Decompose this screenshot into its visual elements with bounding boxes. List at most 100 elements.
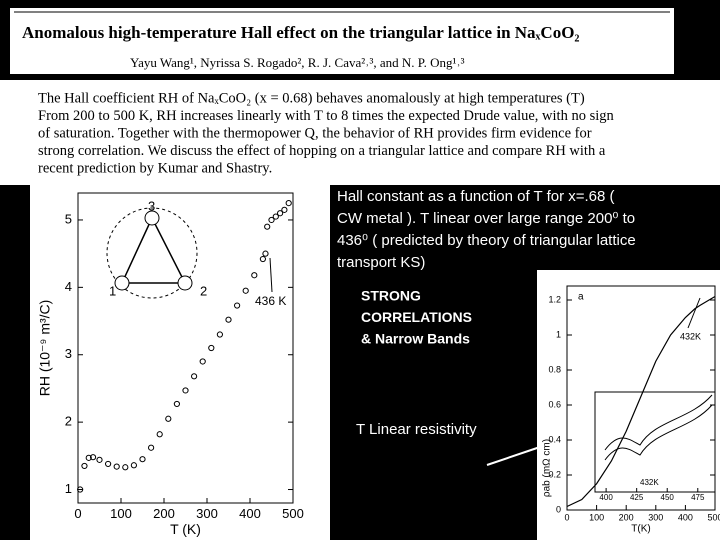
inset-tick-label: 400 xyxy=(599,493,613,502)
inset-node xyxy=(114,275,130,291)
data-point xyxy=(277,210,284,217)
data-point xyxy=(268,216,275,224)
data-point xyxy=(89,454,97,461)
data-point xyxy=(130,462,137,469)
y-tick-label: 5 xyxy=(65,211,72,226)
data-point xyxy=(216,331,223,338)
arrow xyxy=(687,297,701,329)
x-tick-label: 100 xyxy=(110,506,132,521)
data-point xyxy=(262,250,269,257)
x-tick-label: 200 xyxy=(153,506,175,521)
data-point xyxy=(122,464,129,471)
data-point xyxy=(139,456,146,463)
data-point xyxy=(148,444,155,451)
data-point xyxy=(251,272,258,279)
inset-tick-label: 475 xyxy=(691,493,705,502)
y-axis-label: RH (10⁻⁹ m³/C) xyxy=(37,300,53,397)
annotation: 436 K xyxy=(255,294,286,308)
y-tick-label: 1.2 xyxy=(548,294,561,304)
strong-line: & Narrow Bands xyxy=(361,331,470,347)
paper-title: Anomalous high-temperature Hall effect o… xyxy=(22,23,580,42)
x-tick-label: 100 xyxy=(589,512,604,522)
strong-line: STRONG xyxy=(361,288,421,304)
data-point xyxy=(173,400,180,408)
inset-node xyxy=(177,275,193,291)
caption-line: transport KS) xyxy=(337,254,425,271)
y-tick-label: 2 xyxy=(65,414,72,429)
data-point xyxy=(208,344,215,352)
inset-tick-label: 450 xyxy=(661,493,675,502)
data-point xyxy=(285,200,292,207)
y-tick-label: 4 xyxy=(65,279,72,294)
plot-frame xyxy=(566,285,716,511)
data-point xyxy=(182,387,189,394)
data-point xyxy=(281,206,288,213)
x-tick-label: 500 xyxy=(282,506,304,521)
strong-line: CORRELATIONS xyxy=(361,309,472,325)
data-point xyxy=(259,255,266,263)
y-tick-label: 1 xyxy=(65,481,72,496)
x-tick-label: 0 xyxy=(74,506,81,521)
panel-label: a xyxy=(578,292,584,303)
x-tick-label: 500 xyxy=(707,512,720,522)
inset-label: 1 xyxy=(109,283,116,298)
plot-frame xyxy=(77,192,294,504)
resistivity-note: T Linear resistivity xyxy=(356,421,477,438)
x-axis-label: T(K) xyxy=(631,524,650,535)
caption-line: CW metal ). T linear over large range 20… xyxy=(337,210,635,227)
x-axis-label: T (K) xyxy=(170,521,201,537)
inset-node xyxy=(144,210,160,226)
x-tick-label: 200 xyxy=(619,512,634,522)
y-tick-label: 1 xyxy=(556,329,561,339)
data-line xyxy=(566,295,716,508)
inset-annotation: 432K xyxy=(640,478,659,487)
abstract-line: From 200 to 500 K, RH increases linearly… xyxy=(38,108,614,124)
data-point xyxy=(165,415,172,422)
data-point xyxy=(191,373,198,380)
x-tick-label: 300 xyxy=(196,506,218,521)
data-point xyxy=(199,358,206,365)
abstract-panel xyxy=(0,80,720,185)
arrow xyxy=(269,257,273,293)
caption-line: Hall constant as a function of T for x=.… xyxy=(337,188,615,205)
y-tick-label: 0.6 xyxy=(548,399,561,409)
inset-triangle xyxy=(120,216,187,284)
inset-tick-label: 425 xyxy=(630,493,644,502)
abstract-line: recent prediction by Kumar and Shastry. xyxy=(38,160,272,176)
data-point xyxy=(272,213,279,220)
data-point xyxy=(96,456,103,463)
hall-figure xyxy=(30,185,330,540)
y-tick-label: 0.2 xyxy=(548,469,561,479)
caption-line: 436⁰ ( predicted by theory of triangular… xyxy=(337,232,636,249)
authors: Yayu Wang¹, Nyrissa S. Rogado², R. J. Ca… xyxy=(130,55,465,70)
data-point xyxy=(242,287,249,294)
y-tick-label: 0 xyxy=(556,504,561,514)
data-point xyxy=(264,223,271,230)
y-tick-label: 3 xyxy=(65,346,72,361)
y-tick-label: 0.8 xyxy=(548,364,561,374)
x-tick-label: 400 xyxy=(239,506,261,521)
data-point xyxy=(85,454,92,461)
data-point xyxy=(105,460,112,468)
y-tick-label: 0.4 xyxy=(548,434,561,444)
annotation: 432K xyxy=(680,331,701,341)
abstract-line: of saturation. Together with the thermop… xyxy=(38,125,592,141)
inset-circle xyxy=(106,207,198,299)
inset-curve xyxy=(604,394,713,451)
pointer xyxy=(486,446,541,466)
x-tick-label: 0 xyxy=(564,512,569,522)
y-axis-label: ρab (mΩ cm) xyxy=(542,439,553,497)
x-tick-label: 300 xyxy=(648,512,663,522)
inset-curve xyxy=(604,404,713,461)
x-tick-label: 400 xyxy=(678,512,693,522)
data-point xyxy=(156,431,163,438)
data-point xyxy=(81,462,88,470)
data-point xyxy=(234,302,241,309)
data-point xyxy=(77,486,84,493)
abstract-line: The Hall coefficient RH of NaₓCoO₂ (x = … xyxy=(38,90,585,106)
abstract-line: strong correlation. We discuss the effec… xyxy=(38,143,606,159)
data-point xyxy=(113,463,120,470)
data-point xyxy=(225,316,232,323)
